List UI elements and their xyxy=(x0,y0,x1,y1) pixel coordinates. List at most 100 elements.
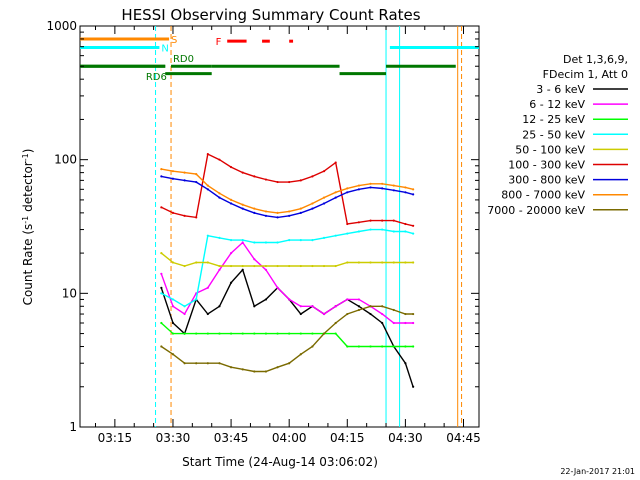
data-point xyxy=(218,362,221,365)
data-point xyxy=(241,264,244,268)
data-point xyxy=(334,305,337,308)
data-point xyxy=(381,312,384,316)
data-point xyxy=(334,332,337,335)
data-point xyxy=(253,211,256,214)
data-point xyxy=(206,312,209,316)
data-point xyxy=(160,286,163,289)
data-point xyxy=(404,362,407,365)
data-point xyxy=(322,196,326,199)
data-point xyxy=(404,191,407,194)
data-point xyxy=(171,332,175,335)
data-point xyxy=(346,312,349,316)
data-point xyxy=(241,368,244,371)
data-point xyxy=(404,312,407,316)
data-point xyxy=(195,216,198,219)
y-tick-label: 1000 xyxy=(46,19,77,33)
data-point xyxy=(195,362,198,365)
legend-label: 7000 - 20000 keV xyxy=(487,204,585,217)
data-point xyxy=(322,312,326,316)
x-tick-label: 03:45 xyxy=(214,431,249,445)
data-point xyxy=(299,211,302,214)
data-point xyxy=(183,362,186,365)
data-point xyxy=(206,234,209,237)
data-point xyxy=(346,187,349,190)
data-point xyxy=(218,268,221,271)
annotation-label: S xyxy=(171,35,177,46)
data-point xyxy=(392,184,395,187)
data-point xyxy=(160,345,163,348)
data-point xyxy=(229,251,233,255)
data-point xyxy=(369,305,372,308)
data-point xyxy=(218,236,221,239)
data-point xyxy=(264,241,268,244)
x-tick-label: 03:30 xyxy=(156,431,191,445)
data-point xyxy=(241,171,244,174)
data-point xyxy=(288,298,291,301)
data-point xyxy=(299,353,302,356)
data-point xyxy=(311,207,314,210)
data-point xyxy=(183,305,186,308)
data-point xyxy=(412,345,415,348)
data-point xyxy=(322,170,326,173)
data-point xyxy=(357,184,361,187)
data-point xyxy=(392,261,395,264)
data-point xyxy=(357,230,361,233)
y-axis: 1 10 100 1000 xyxy=(46,19,479,434)
data-point xyxy=(392,345,395,348)
data-point xyxy=(171,305,175,308)
legend-label: 100 - 300 keV xyxy=(508,159,585,172)
legend-label: 12 - 25 keV xyxy=(522,113,585,126)
x-axis-label: Start Time (24-Aug-14 03:06:02) xyxy=(182,455,378,469)
data-point xyxy=(334,234,337,237)
series-line xyxy=(161,168,414,214)
data-point xyxy=(206,261,209,264)
data-point xyxy=(334,161,337,164)
data-point xyxy=(311,332,314,335)
data-point xyxy=(369,219,372,222)
data-point xyxy=(171,211,175,214)
data-point xyxy=(264,268,268,271)
series-line xyxy=(160,305,414,373)
data-point xyxy=(404,321,407,325)
data-point xyxy=(412,312,415,316)
data-point xyxy=(369,182,372,185)
data-point xyxy=(276,211,279,214)
data-point xyxy=(218,158,221,161)
data-point xyxy=(357,345,361,348)
data-point xyxy=(241,203,244,206)
data-point xyxy=(171,177,175,180)
data-point xyxy=(311,239,314,242)
data-point xyxy=(218,332,221,335)
data-point xyxy=(412,193,415,196)
data-point xyxy=(229,239,233,242)
data-point xyxy=(171,353,175,356)
data-point xyxy=(183,214,186,217)
data-point xyxy=(369,186,372,189)
data-point xyxy=(412,188,415,191)
data-point xyxy=(253,305,256,308)
annotation-label: RD0 xyxy=(173,54,194,65)
data-point xyxy=(229,165,233,169)
data-point xyxy=(288,264,291,268)
data-point xyxy=(346,298,349,301)
legend-header-line-2: FDecim 1, Att 0 xyxy=(543,68,628,81)
data-point xyxy=(276,264,279,268)
data-point xyxy=(392,219,395,222)
data-point xyxy=(381,187,384,190)
data-point xyxy=(206,286,209,289)
data-point xyxy=(160,251,163,255)
data-point xyxy=(288,332,291,335)
data-point xyxy=(183,179,186,182)
chart-title: HESSI Observing Summary Count Rates xyxy=(121,6,420,24)
data-point xyxy=(357,298,361,301)
series-line xyxy=(160,228,414,308)
data-point xyxy=(218,264,221,268)
data-point xyxy=(357,308,361,312)
legend-label: 6 - 12 keV xyxy=(529,98,585,111)
data-point xyxy=(412,261,415,264)
data-point xyxy=(253,370,256,373)
data-point xyxy=(206,188,209,191)
x-tick-label: 04:15 xyxy=(330,431,365,445)
data-point xyxy=(288,180,291,184)
data-point xyxy=(311,345,314,348)
